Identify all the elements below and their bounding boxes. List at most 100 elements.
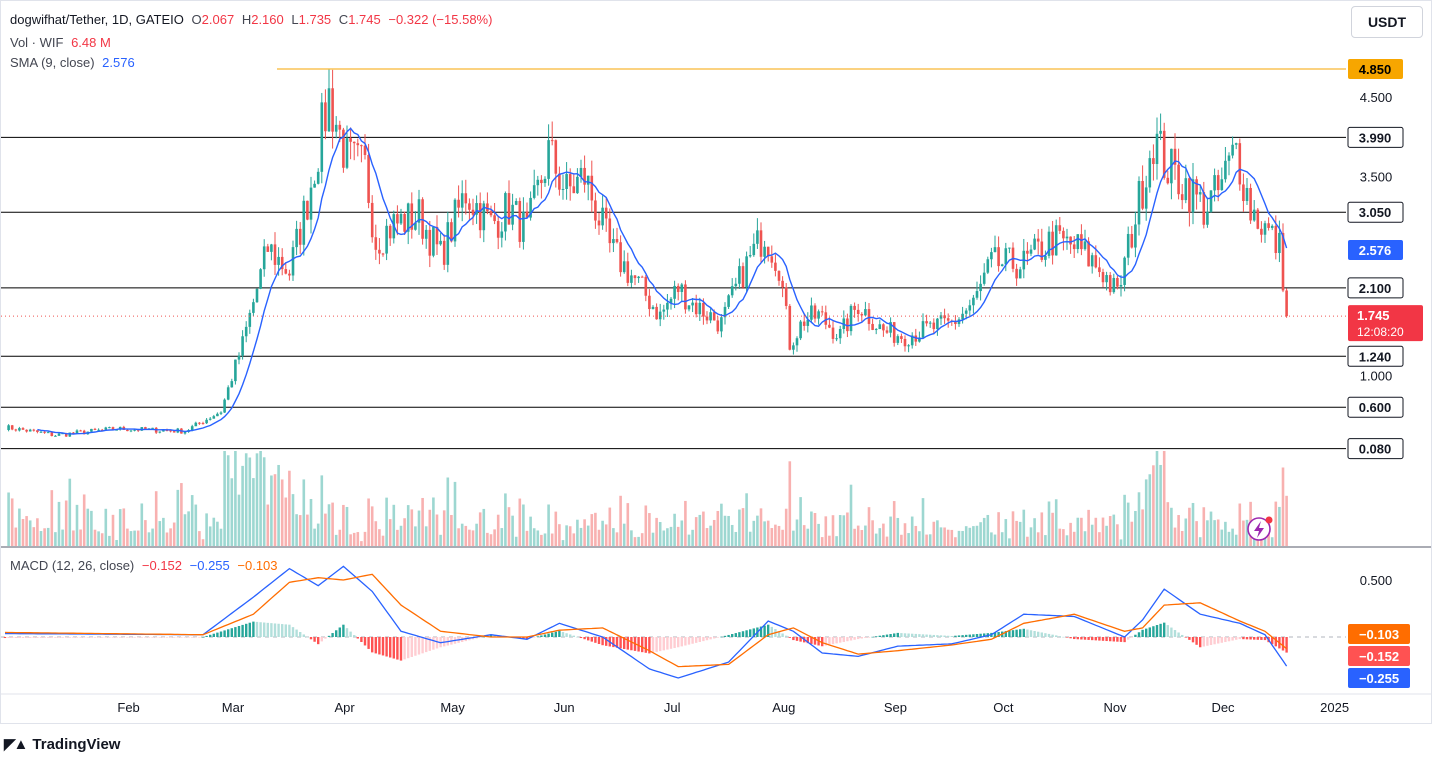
sma-line[interactable] (37, 127, 1288, 435)
candle-body[interactable] (806, 319, 810, 326)
candle-body[interactable] (784, 287, 788, 306)
volume-legend[interactable]: Vol · WIF 6.48 M (10, 35, 115, 50)
candle-body[interactable] (518, 201, 522, 242)
candle-body[interactable] (910, 335, 914, 346)
candle-body[interactable] (828, 324, 831, 328)
candle-body[interactable] (558, 173, 561, 190)
candle-body[interactable] (694, 302, 698, 315)
candle-body[interactable] (1148, 158, 1152, 188)
candle-body[interactable] (864, 309, 867, 316)
candle-body[interactable] (1062, 230, 1065, 239)
candle-body[interactable] (1209, 190, 1213, 212)
candle-body[interactable] (342, 129, 345, 168)
candle-body[interactable] (370, 202, 374, 238)
candle-body[interactable] (601, 207, 604, 226)
candle-body[interactable] (1015, 268, 1018, 279)
candle-body[interactable] (583, 167, 586, 185)
candle-body[interactable] (943, 315, 946, 319)
candle-body[interactable] (162, 430, 165, 432)
candle-body[interactable] (633, 275, 637, 279)
candle-body[interactable] (903, 338, 907, 347)
candle-body[interactable] (572, 186, 576, 194)
candle-body[interactable] (428, 229, 432, 256)
candle-body[interactable] (414, 222, 417, 230)
candle-body[interactable] (144, 427, 147, 430)
candle-body[interactable] (493, 215, 496, 222)
candle-body[interactable] (979, 283, 982, 292)
candle-body[interactable] (727, 295, 730, 307)
candle-body[interactable] (813, 305, 817, 319)
candle-body[interactable] (352, 141, 356, 144)
candle-body[interactable] (792, 345, 795, 350)
candle-body[interactable] (831, 327, 835, 339)
candle-body[interactable] (514, 201, 518, 205)
candle-body[interactable] (662, 309, 666, 312)
candle-body[interactable] (82, 430, 86, 435)
candle-body[interactable] (1040, 241, 1044, 260)
candle-body[interactable] (1224, 160, 1227, 180)
candle-body[interactable] (1076, 234, 1080, 250)
candle-body[interactable] (849, 305, 853, 332)
candle-body[interactable] (835, 338, 838, 340)
candle-body[interactable] (547, 140, 550, 179)
candle-body[interactable] (457, 199, 460, 208)
candle-body[interactable] (766, 246, 770, 257)
candle-body[interactable] (1137, 180, 1141, 225)
candle-body[interactable] (630, 275, 633, 283)
candle-body[interactable] (1065, 236, 1069, 239)
candle-body[interactable] (36, 430, 39, 433)
candle-body[interactable] (644, 276, 648, 296)
candle-body[interactable] (291, 247, 295, 276)
candle-body[interactable] (777, 270, 781, 281)
candle-body[interactable] (208, 418, 212, 420)
candle-body[interactable] (241, 336, 244, 356)
candle-body[interactable] (108, 427, 111, 429)
candle-body[interactable] (302, 200, 306, 245)
candle-body[interactable] (1004, 248, 1008, 265)
candle-body[interactable] (666, 302, 669, 310)
candle-body[interactable] (1220, 179, 1224, 191)
candle-body[interactable] (691, 302, 694, 306)
candle-body[interactable] (1216, 175, 1220, 191)
candle-body[interactable] (223, 399, 226, 413)
candle-body[interactable] (1090, 255, 1094, 267)
candle-body[interactable] (486, 203, 489, 212)
candle-body[interactable] (684, 284, 687, 310)
candle-body[interactable] (1249, 187, 1252, 221)
candle-body[interactable] (716, 320, 720, 332)
candle-body[interactable] (1130, 233, 1134, 248)
candle-body[interactable] (1051, 231, 1054, 256)
candle-body[interactable] (460, 193, 464, 208)
candle-body[interactable] (403, 214, 406, 232)
candle-body[interactable] (1072, 244, 1076, 250)
candle-body[interactable] (860, 314, 864, 316)
candle-body[interactable] (234, 359, 237, 382)
candle-body[interactable] (277, 256, 280, 265)
candle-body[interactable] (619, 242, 622, 273)
candle-body[interactable] (417, 199, 421, 223)
candle-body[interactable] (932, 322, 936, 330)
macd-signal-line[interactable] (4, 573, 1288, 668)
candle-body[interactable] (1195, 179, 1198, 195)
candle-body[interactable] (997, 247, 1000, 267)
candle-body[interactable] (68, 432, 72, 437)
candle-body[interactable] (399, 214, 403, 224)
candle-body[interactable] (1180, 194, 1184, 201)
candle-body[interactable] (1227, 155, 1231, 161)
candle-body[interactable] (954, 321, 957, 325)
candle-body[interactable] (475, 203, 478, 215)
candle-body[interactable] (1267, 223, 1270, 228)
candle-body[interactable] (993, 247, 997, 253)
candle-body[interactable] (982, 272, 986, 284)
candle-body[interactable] (1159, 130, 1162, 134)
candle-body[interactable] (28, 429, 32, 432)
candle-body[interactable] (1274, 225, 1278, 254)
candle-body[interactable] (1177, 164, 1180, 195)
candle-body[interactable] (50, 432, 54, 437)
candle-body[interactable] (1098, 267, 1101, 273)
candle-body[interactable] (799, 321, 802, 339)
candle-body[interactable] (1198, 192, 1202, 195)
candle-body[interactable] (1018, 269, 1022, 279)
candle-body[interactable] (349, 138, 352, 142)
candle-body[interactable] (658, 311, 662, 320)
